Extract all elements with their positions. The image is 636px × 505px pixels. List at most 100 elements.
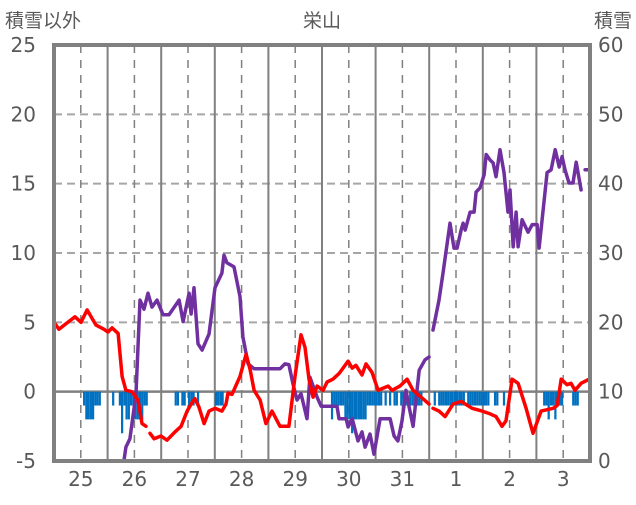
bar xyxy=(478,391,481,406)
bar-series xyxy=(83,391,579,434)
bar xyxy=(395,391,398,406)
bar xyxy=(456,391,459,406)
bar xyxy=(353,391,356,420)
y-left-tick-label: 20 xyxy=(11,102,36,126)
bar xyxy=(393,391,396,406)
bar xyxy=(127,391,130,420)
bar xyxy=(368,391,372,406)
bar xyxy=(219,391,222,406)
bar xyxy=(485,391,488,406)
x-tick-label: 27 xyxy=(175,467,200,491)
bar xyxy=(560,391,564,406)
bar xyxy=(480,391,483,406)
bar xyxy=(371,391,374,406)
bar xyxy=(440,391,443,406)
bar xyxy=(447,391,450,406)
x-tick-label: 30 xyxy=(336,467,361,491)
bar xyxy=(377,391,381,406)
bar xyxy=(188,391,191,406)
bar xyxy=(123,391,126,406)
bar xyxy=(384,391,387,406)
bar xyxy=(572,391,575,406)
bar xyxy=(549,391,553,406)
bar xyxy=(389,391,392,406)
y-left-tick-label: 25 xyxy=(11,33,36,57)
bar xyxy=(545,391,548,406)
x-tick-label: 26 xyxy=(122,467,147,491)
x-tick-label: 3 xyxy=(557,467,570,491)
bar xyxy=(359,391,363,420)
bar xyxy=(125,391,128,420)
bar xyxy=(145,391,148,406)
bar xyxy=(373,391,376,406)
bar xyxy=(493,391,497,406)
y-left-tick-label: 0 xyxy=(23,380,36,404)
bar xyxy=(469,391,472,406)
bar xyxy=(85,391,88,420)
y-left-tick-label: -5 xyxy=(16,449,36,473)
bar xyxy=(112,391,115,406)
bar xyxy=(342,391,345,406)
bar xyxy=(98,391,101,406)
y-right-tick-label: 10 xyxy=(598,380,623,404)
x-tick-label: 25 xyxy=(68,467,93,491)
bar xyxy=(476,391,479,406)
bar xyxy=(433,391,436,406)
x-tick-label: 29 xyxy=(282,467,307,491)
bar xyxy=(375,391,378,406)
bar xyxy=(462,391,465,406)
bar xyxy=(366,391,369,406)
bar xyxy=(362,391,365,420)
bar xyxy=(174,391,177,406)
bar xyxy=(344,391,347,420)
bar xyxy=(190,391,193,406)
bar xyxy=(458,391,461,406)
bar xyxy=(355,391,358,420)
bar xyxy=(471,391,474,406)
bar xyxy=(217,391,220,406)
bar xyxy=(502,391,506,406)
temperature-line xyxy=(52,308,591,442)
bar xyxy=(91,391,95,420)
bar xyxy=(351,391,354,434)
bar xyxy=(348,391,352,420)
bar xyxy=(96,391,99,406)
bar xyxy=(418,391,421,406)
bar xyxy=(451,391,454,406)
bar xyxy=(335,391,338,406)
bar xyxy=(333,391,336,406)
y-right-tick-label: 50 xyxy=(598,102,623,126)
bar xyxy=(337,391,340,406)
x-tick-label: 1 xyxy=(450,467,463,491)
right-axis-title: 積雪 xyxy=(594,10,632,32)
bar xyxy=(214,391,218,406)
bar xyxy=(411,391,414,406)
bar xyxy=(496,391,499,406)
y-right-tick-label: 0 xyxy=(598,449,611,473)
bar xyxy=(183,391,186,406)
bar xyxy=(83,391,86,406)
bar xyxy=(438,391,441,406)
bar xyxy=(487,391,490,406)
y-right-tick-label: 40 xyxy=(598,172,623,196)
bar xyxy=(346,391,349,420)
bar xyxy=(118,391,121,406)
bar xyxy=(482,391,486,406)
bar xyxy=(94,391,97,406)
bar xyxy=(132,391,135,406)
bar xyxy=(176,391,180,406)
bar xyxy=(380,391,383,406)
bar xyxy=(576,391,579,406)
bar xyxy=(400,391,403,406)
x-tick-label: 28 xyxy=(229,467,254,491)
bar xyxy=(87,391,90,420)
bar xyxy=(89,391,92,420)
y-right-tick-label: 60 xyxy=(598,33,623,57)
y-left-tick-label: 10 xyxy=(11,241,36,265)
x-tick-label: 31 xyxy=(390,467,415,491)
bar xyxy=(467,391,470,406)
bar xyxy=(449,391,452,406)
left-axis-title: 積雪以外 xyxy=(5,10,81,32)
bar xyxy=(143,391,146,406)
